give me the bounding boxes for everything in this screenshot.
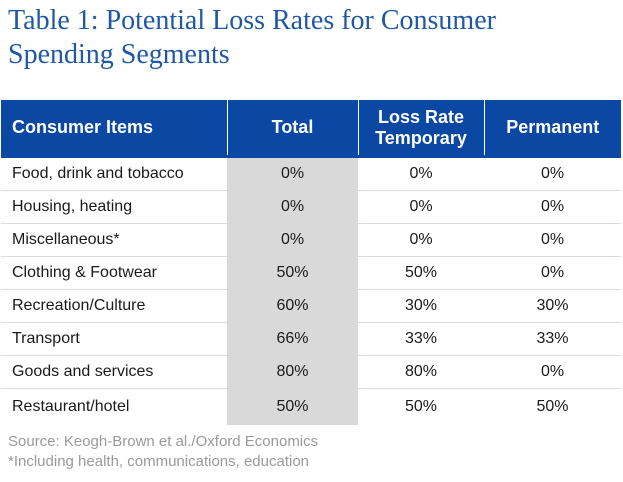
cell-permanent: 0% — [484, 355, 621, 389]
table-row: Transport 66% 33% 33% — [1, 322, 621, 356]
cell-temporary: 30% — [358, 289, 484, 323]
cell-temporary: 33% — [358, 322, 484, 356]
cell-permanent: 0% — [484, 156, 621, 191]
cell-item: Housing, heating — [1, 190, 227, 224]
cell-permanent: 30% — [484, 289, 621, 323]
cell-item: Goods and services — [1, 355, 227, 389]
cell-temporary: 0% — [358, 156, 484, 191]
header-loss-rate: Loss Rate — [377, 106, 465, 127]
cell-item: Transport — [1, 322, 227, 356]
table-row: Clothing & Footwear 50% 50% 0% — [1, 256, 621, 290]
table-row: Recreation/Culture 60% 30% 30% — [1, 289, 621, 323]
footnote: *Including health, communications, educa… — [8, 453, 310, 470]
table-notes: Source: Keogh-Brown et al./Oxford Econom… — [8, 432, 318, 472]
table-row: Restaurant/hotel 50% 50% 50% — [1, 388, 621, 425]
cell-item: Recreation/Culture — [1, 289, 227, 323]
table-row: Food, drink and tobacco 0% 0% 0% — [1, 156, 621, 191]
cell-temporary: 0% — [358, 190, 484, 224]
table-title: Table 1: Potential Loss Rates for Consum… — [8, 5, 496, 70]
cell-item: Miscellaneous* — [1, 223, 227, 257]
cell-permanent: 50% — [536, 398, 569, 415]
header-permanent: Permanent — [483, 100, 621, 157]
cell-temporary: 50% — [358, 256, 484, 290]
table-row: Housing, heating 0% 0% 0% — [1, 190, 621, 224]
cell-total: 50% — [227, 388, 358, 425]
cell-item: Clothing & Footwear — [1, 256, 227, 290]
cell-temporary: 0% — [358, 223, 484, 257]
cell-temporary: 50% — [404, 398, 438, 415]
cell-permanent: 0% — [484, 256, 621, 290]
cell-permanent: 0% — [484, 223, 621, 257]
cell-temporary: 80% — [358, 355, 484, 389]
cell-total: 50% — [227, 256, 358, 290]
header-total: Total — [226, 100, 358, 157]
table-header-row: Consumer Items Total Loss Rate Temporary… — [1, 100, 621, 157]
cell-permanent: 33% — [484, 322, 621, 356]
cell-item: Restaurant/hotel — [12, 398, 130, 415]
cell-total: 0% — [227, 190, 358, 224]
cell-total: 66% — [227, 322, 358, 356]
cell-permanent: 0% — [484, 190, 621, 224]
cell-total: 0% — [227, 156, 358, 191]
loss-rates-table: Consumer Items Total Loss Rate Temporary… — [1, 100, 621, 425]
cell-total: 80% — [227, 355, 358, 389]
cell-total: 0% — [227, 223, 358, 257]
cell-total: 60% — [227, 289, 358, 323]
header-consumer-items: Consumer Items — [1, 100, 227, 157]
header-temporary-label: Temporary — [375, 127, 467, 148]
table-row: Miscellaneous* 0% 0% 0% — [1, 223, 621, 257]
header-temporary: Loss Rate Temporary — [357, 100, 484, 157]
table-row: Goods and services 80% 80% 0% — [1, 355, 621, 389]
cell-item: Food, drink and tobacco — [1, 156, 227, 191]
source-note: Source: Keogh-Brown et al./Oxford Econom… — [8, 433, 319, 450]
